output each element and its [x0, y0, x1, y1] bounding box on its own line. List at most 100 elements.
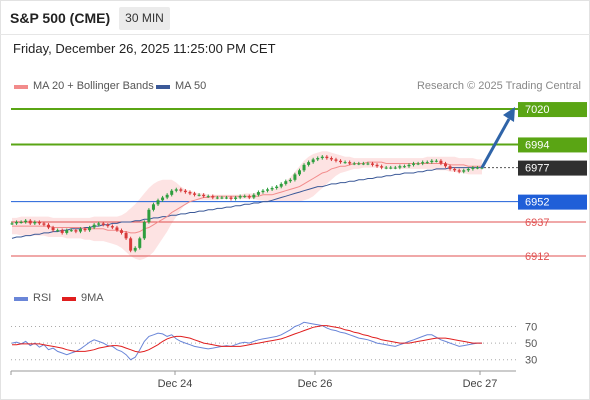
candle-body	[193, 193, 197, 195]
level-label-6977: 6977	[525, 163, 549, 175]
rsi-ma-legend-label: 9MA	[81, 292, 104, 304]
ma50-line	[11, 167, 482, 239]
projection-arrow-shaft	[480, 118, 511, 169]
rsi-legend-swatch	[14, 297, 28, 301]
candle-body	[33, 222, 37, 224]
candle-body	[247, 196, 251, 198]
candle-body	[229, 197, 233, 199]
candle-body	[124, 232, 128, 239]
candle-body	[10, 223, 14, 225]
candle-body	[279, 183, 283, 187]
candle-body	[142, 222, 146, 239]
candle-body	[466, 168, 470, 171]
candle-body	[439, 160, 443, 164]
candle-body	[270, 188, 274, 190]
candle-body	[74, 230, 78, 232]
candle-body	[457, 170, 461, 172]
level-tag-6977	[518, 160, 587, 176]
candle-body	[202, 194, 206, 197]
rsi-ma-legend-swatch	[62, 297, 76, 301]
candle-body	[393, 167, 397, 169]
candle-body	[234, 197, 238, 199]
candle-body	[275, 186, 279, 188]
ma20-legend-label: MA 20 + Bollinger Bands	[33, 80, 154, 92]
candle-body	[129, 238, 133, 251]
candle-body	[24, 220, 28, 223]
candle-body	[238, 196, 242, 198]
candle-body	[453, 168, 457, 171]
candle-body	[389, 167, 393, 169]
candle-body	[288, 179, 292, 182]
rsi-tick-70: 70	[525, 321, 537, 333]
candle-body	[348, 162, 352, 164]
candle-body	[42, 223, 46, 225]
candle-body	[28, 220, 32, 224]
candle-body	[101, 223, 105, 225]
candle-body	[183, 190, 187, 193]
candle-body	[462, 170, 466, 172]
candle-body	[151, 204, 155, 210]
candle-body	[165, 194, 169, 198]
projection-arrow-head	[503, 107, 515, 123]
candle-body	[170, 190, 174, 195]
timeframe-button[interactable]: 30 MIN	[119, 7, 170, 30]
candle-body	[120, 230, 124, 233]
bollinger-band	[12, 151, 482, 261]
candle-body	[206, 196, 210, 198]
candle-body	[430, 160, 434, 163]
candle-body	[325, 156, 329, 159]
candle-body	[179, 189, 183, 191]
candle-body	[92, 224, 96, 228]
candle-body	[366, 163, 370, 165]
candle-body	[51, 227, 55, 231]
ma50-legend-label: MA 50	[175, 80, 207, 92]
candle-body	[60, 230, 64, 233]
header-divider	[0, 34, 590, 35]
instrument-title: S&P 500 (CME)	[10, 10, 111, 26]
candle-body	[252, 194, 256, 198]
candle-body	[343, 162, 347, 164]
level-tag-7020	[518, 102, 587, 118]
level-label-6994: 6994	[525, 139, 549, 151]
x-tick-label: Dec 27	[463, 378, 498, 390]
candle-body	[19, 222, 23, 224]
candle-body	[133, 247, 137, 251]
candle-body	[243, 196, 247, 198]
candle-body	[416, 163, 420, 165]
candle-body	[224, 197, 228, 199]
candle-body	[434, 160, 438, 162]
candle-body	[307, 162, 311, 165]
candle-body	[361, 163, 365, 165]
candle-body	[421, 162, 425, 164]
candle-body	[47, 224, 51, 228]
candle-body	[197, 194, 201, 196]
candle-body	[97, 223, 101, 225]
rsi-line	[11, 321, 482, 361]
rsi-tick-50: 50	[525, 338, 537, 350]
candle-body	[88, 227, 92, 231]
candle-body	[115, 227, 119, 231]
candle-body	[370, 163, 374, 165]
level-tag-6952	[518, 194, 587, 210]
candle-body	[211, 196, 215, 198]
rsi-ma-line	[12, 325, 482, 353]
candle-body	[256, 192, 260, 195]
candle-body	[475, 167, 479, 169]
candle-body	[188, 192, 192, 194]
candle-body	[83, 228, 87, 231]
candle-body	[320, 156, 324, 159]
candle-body	[384, 167, 388, 169]
candle-body	[15, 222, 19, 224]
candle-body	[402, 166, 406, 168]
candle-body	[261, 190, 265, 193]
candle-body	[425, 162, 429, 164]
candle-body	[352, 163, 356, 165]
candle-body	[443, 163, 447, 167]
candle-body	[339, 160, 343, 163]
candle-body	[480, 167, 484, 169]
candle-body	[357, 163, 361, 165]
candle-body	[448, 166, 452, 169]
candle-body	[65, 230, 69, 233]
candle-body	[284, 181, 288, 184]
